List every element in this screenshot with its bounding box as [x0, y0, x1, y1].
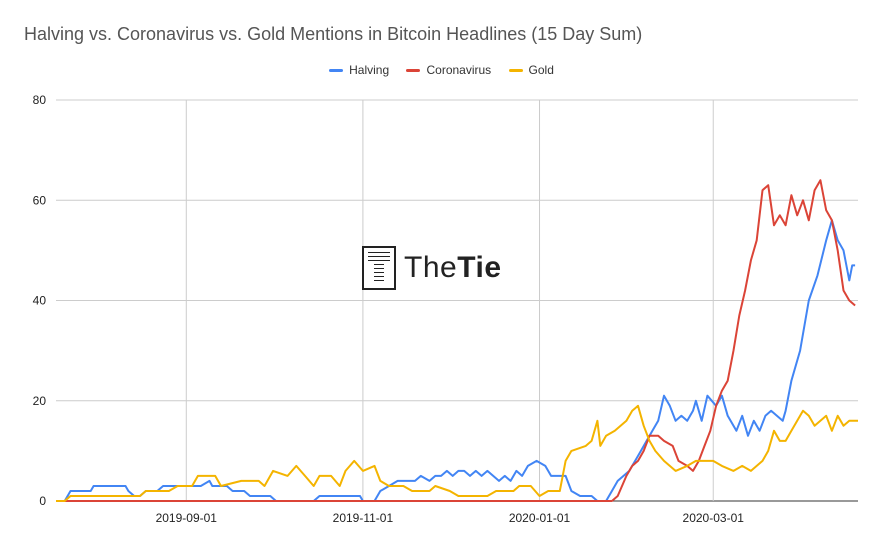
series-line-halving	[56, 219, 856, 502]
legend-label-halving: Halving	[349, 63, 390, 78]
thetie-watermark-logo: TheTie	[362, 246, 502, 290]
x-tick-label: 2020-03-01	[683, 511, 745, 525]
series-lines	[56, 179, 858, 502]
y-tick-label: 20	[33, 394, 47, 408]
legend-swatch-halving	[329, 68, 344, 72]
y-tick-label: 0	[39, 494, 46, 508]
chart-legend: Halving Coronavirus Gold	[0, 62, 883, 77]
legend-label-gold: Gold	[528, 63, 554, 78]
x-tick-label: 2020-01-01	[509, 511, 571, 525]
thetie-logo-text: TheTie	[404, 251, 502, 284]
legend-swatch-coronavirus	[406, 68, 421, 72]
legend-label-coronavirus: Coronavirus	[426, 63, 492, 78]
legend-item-coronavirus[interactable]: Coronavirus	[406, 62, 491, 77]
x-tick-label: 2019-11-01	[333, 511, 394, 525]
x-tick-label: 2019-09-01	[156, 511, 218, 525]
y-tick-label: 80	[33, 93, 47, 107]
legend-item-halving[interactable]: Halving	[329, 62, 389, 77]
legend-swatch-gold	[508, 68, 523, 72]
y-tick-label: 40	[33, 294, 47, 308]
thetie-logo-icon	[362, 246, 396, 290]
legend-item-gold[interactable]: Gold	[508, 62, 554, 78]
y-tick-label: 60	[33, 193, 47, 207]
axis-labels: 0 20 40 60 80 2019-09-01 2019-11-01 2020-01-01 2…	[33, 93, 745, 525]
series-line-coronavirus	[56, 179, 856, 502]
series-line-gold	[56, 404, 858, 502]
chart-title: Halving vs. Coronavirus vs. Gold Mention…	[24, 24, 643, 44]
grid-lines	[56, 99, 858, 502]
